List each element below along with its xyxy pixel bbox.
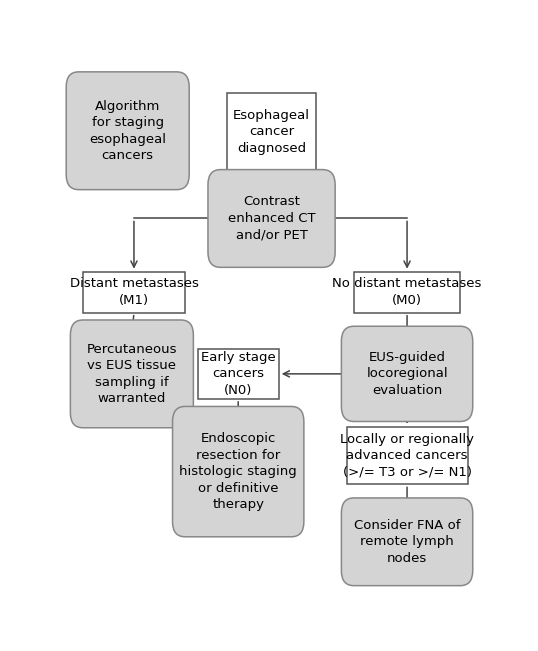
Text: EUS-guided
locoregional
evaluation: EUS-guided locoregional evaluation	[366, 351, 448, 397]
FancyBboxPatch shape	[342, 498, 473, 586]
Text: Percutaneous
vs EUS tissue
sampling if
warranted: Percutaneous vs EUS tissue sampling if w…	[87, 342, 177, 405]
FancyBboxPatch shape	[66, 72, 189, 189]
Text: Endoscopic
resection for
histologic staging
or definitive
therapy: Endoscopic resection for histologic stag…	[179, 432, 297, 511]
Text: Early stage
cancers
(N0): Early stage cancers (N0)	[201, 351, 275, 397]
FancyBboxPatch shape	[226, 93, 316, 171]
Text: Contrast
enhanced CT
and/or PET: Contrast enhanced CT and/or PET	[228, 195, 315, 242]
Text: Locally or regionally
advanced cancers
(>/= T3 or >/= N1): Locally or regionally advanced cancers (…	[340, 432, 474, 478]
Text: No distant metastases
(M0): No distant metastases (M0)	[332, 277, 482, 307]
FancyBboxPatch shape	[197, 349, 279, 399]
FancyBboxPatch shape	[346, 427, 468, 484]
Text: Distant metastases
(M1): Distant metastases (M1)	[69, 277, 199, 307]
FancyBboxPatch shape	[70, 320, 193, 428]
Text: Esophageal
cancer
diagnosed: Esophageal cancer diagnosed	[233, 109, 310, 155]
FancyBboxPatch shape	[173, 406, 304, 537]
FancyBboxPatch shape	[354, 271, 460, 312]
Text: Algorithm
for staging
esophageal
cancers: Algorithm for staging esophageal cancers	[89, 100, 166, 162]
FancyBboxPatch shape	[342, 326, 473, 421]
Text: Consider FNA of
remote lymph
nodes: Consider FNA of remote lymph nodes	[354, 519, 461, 565]
FancyBboxPatch shape	[83, 271, 185, 312]
FancyBboxPatch shape	[208, 170, 335, 268]
